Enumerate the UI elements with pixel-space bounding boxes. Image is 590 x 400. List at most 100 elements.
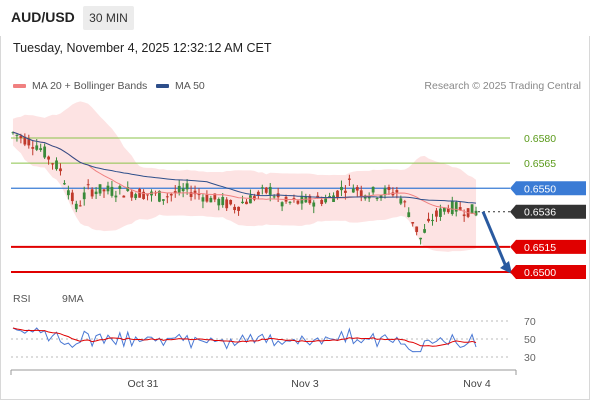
candle [268, 182, 272, 202]
candle-body [462, 214, 466, 217]
candle-body [328, 196, 331, 198]
candle-body [102, 189, 106, 192]
ma9-label: 9MA [62, 293, 84, 305]
price-tag-bg [510, 239, 586, 254]
candle [375, 197, 379, 202]
candle [82, 186, 86, 206]
candle-body [185, 183, 189, 190]
candle-body [134, 194, 138, 199]
candle [122, 195, 126, 198]
candle [47, 155, 50, 165]
candle-body [66, 190, 70, 196]
candle [59, 163, 62, 176]
candle [90, 187, 94, 199]
candle-body [63, 183, 66, 185]
candle-body [177, 185, 181, 193]
candle [442, 207, 446, 215]
candle [324, 194, 328, 204]
copyright-text: Research © 2025 Trading Central [424, 80, 581, 92]
ma20-label: MA 20 + Bollinger Bands [32, 80, 148, 92]
candle-body [161, 199, 165, 201]
candle-body [252, 196, 256, 200]
candle-body [474, 210, 478, 216]
candle [407, 207, 411, 218]
candle-body [320, 199, 324, 205]
candle-body [351, 188, 355, 193]
candle-body [110, 186, 114, 196]
candle-body [146, 194, 149, 196]
candle-body [288, 201, 292, 203]
candle [130, 189, 134, 201]
candle-body [55, 160, 58, 170]
ma50-line [12, 131, 477, 204]
price-tag-bg [510, 181, 586, 196]
candle [74, 200, 78, 213]
candle [383, 185, 387, 199]
candle-body [407, 212, 411, 218]
candle-body [158, 190, 161, 202]
candle [241, 195, 244, 204]
timeframe-button[interactable]: 30 MIN [83, 6, 134, 30]
candle-body [193, 190, 197, 195]
candle-body [94, 191, 98, 195]
candle-body [450, 200, 454, 215]
candle-body [74, 203, 78, 210]
candle [403, 199, 407, 208]
candle [63, 180, 66, 185]
price-tag-text: 0.6515 [524, 242, 556, 254]
candle [102, 188, 106, 198]
candle [39, 143, 43, 152]
candle [256, 190, 260, 200]
candle [237, 206, 240, 216]
candle-body [78, 205, 82, 207]
candle-body [106, 185, 110, 192]
price-tag-0.6500: 0.6500 [510, 265, 586, 279]
candle-body [201, 197, 205, 202]
candle [470, 204, 474, 214]
level-label-0.6565: 0.6565 [524, 158, 556, 170]
candle-body [446, 208, 450, 213]
candle-body [221, 197, 225, 206]
price-tag-0.6536: 0.6536 [510, 204, 586, 219]
candle-body [237, 206, 240, 211]
candle [359, 185, 363, 202]
candle-body [355, 187, 359, 191]
candle [423, 223, 426, 234]
bollinger-bands [12, 101, 477, 252]
candle-body [371, 186, 375, 193]
rsi-line [12, 327, 477, 353]
candle [27, 134, 31, 149]
candle-body [324, 198, 328, 203]
forecast-arrow-shaft [481, 211, 509, 270]
price-tags: 0.6580 0.6565 0.6550 0.6536 0.6515 0.6500 [510, 133, 586, 279]
rsi-ma-line [12, 327, 477, 347]
candle-body [189, 192, 193, 198]
chart-datetime: Tuesday, November 4, 2025 12:32:12 AM CE… [13, 41, 272, 55]
candle-body [411, 222, 415, 224]
bollinger-band-area [12, 101, 477, 252]
price-tag-text: 0.6536 [524, 207, 556, 219]
candle-body [245, 201, 248, 205]
candle-body [205, 194, 209, 202]
candle-body [395, 190, 399, 193]
candle [415, 226, 419, 236]
candle [205, 190, 209, 203]
level-label-0.6580: 0.6580 [524, 133, 556, 145]
candle-body [439, 208, 442, 217]
candle-body [332, 195, 335, 202]
candle-body [27, 138, 31, 146]
candle-body [272, 196, 276, 198]
candle-body [122, 195, 126, 198]
candle-body [264, 187, 268, 193]
candle-body [82, 192, 86, 200]
candle [249, 189, 252, 204]
forecast-arrow [481, 211, 512, 274]
legend-ma20: MA 20 + Bollinger Bands [13, 80, 147, 92]
candle-body [312, 202, 316, 207]
candle [328, 192, 331, 198]
candle [146, 194, 149, 201]
candle-body [165, 196, 169, 198]
candle-body [197, 194, 201, 196]
rsi-tick-30: 30 [524, 352, 536, 364]
